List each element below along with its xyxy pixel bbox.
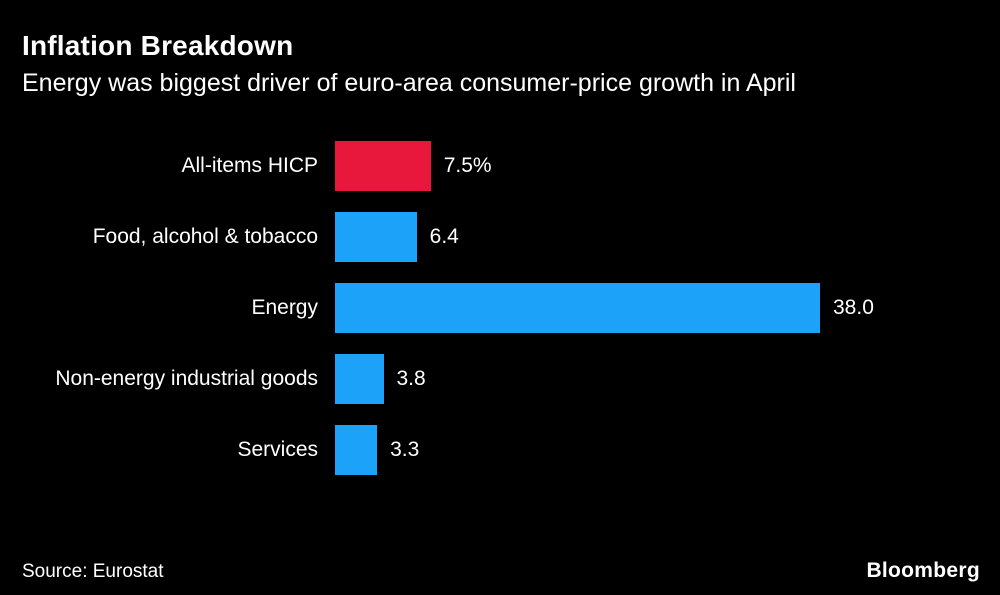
category-label: Services [237,438,318,461]
chart-subtitle: Energy was biggest driver of euro-area c… [22,69,796,97]
value-label: 6.4 [429,225,459,248]
chart-footer: Source: Eurostat Bloomberg [22,559,980,583]
source-note: Source: Eurostat [22,561,164,582]
bar-chart: All-items HICP 7.5% Food, alcohol & tobacc… [0,141,1000,496]
bloomberg-logo: Bloomberg [866,559,980,582]
value-label: 38.0 [833,296,874,319]
bar [335,212,417,262]
category-label: Non-energy industrial goods [55,367,318,390]
chart-title: Inflation Breakdown [22,30,294,61]
bar [335,141,431,191]
bar [335,283,820,333]
bar-row: Non-energy industrial goods 3.8 [0,354,1000,404]
category-label: Energy [251,296,318,319]
bar-row: Food, alcohol & tobacco 6.4 [0,212,1000,262]
value-label: 7.5% [443,154,492,177]
bar [335,354,384,404]
value-label: 3.8 [396,367,426,390]
value-label: 3.3 [390,438,420,461]
bar-row: Services 3.3 [0,425,1000,475]
bar-row: Energy 38.0 [0,283,1000,333]
bar-row: All-items HICP 7.5% [0,141,1000,191]
category-label: All-items HICP [181,154,318,177]
bar [335,425,378,475]
category-label: Food, alcohol & tobacco [92,225,318,248]
chart-header: Inflation Breakdown Energy was biggest d… [22,30,980,98]
